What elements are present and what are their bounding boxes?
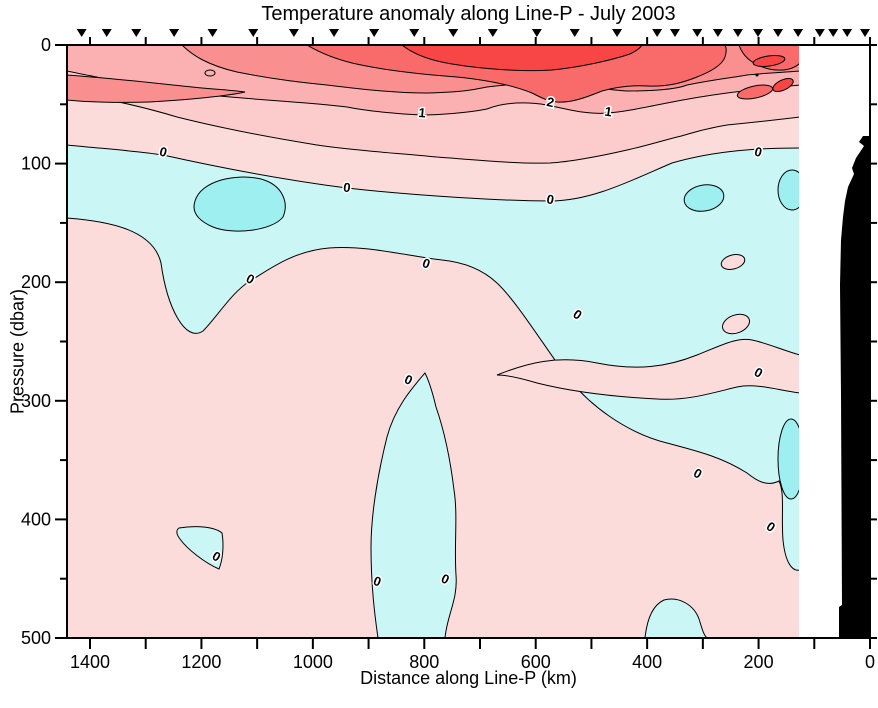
x-tick-label: 400 [632, 652, 662, 672]
station-marker-icon [101, 29, 112, 37]
station-marker-icon [448, 29, 459, 37]
station-marker-icon [487, 29, 498, 37]
station-marker-icon [828, 29, 839, 37]
station-marker-icon [612, 29, 623, 37]
station-marker-icon [169, 29, 180, 37]
contour-band-25-lens-1 [752, 55, 786, 67]
contour-band-neg-main [68, 144, 799, 571]
station-marker-icon [131, 29, 142, 37]
contour-band-neg-blob-left [176, 526, 224, 570]
station-marker-icon [753, 29, 764, 37]
y-tick-label: 400 [21, 509, 51, 529]
y-tick-label: 100 [21, 154, 51, 174]
x-tick-label: 800 [409, 652, 439, 672]
station-marker-icon [692, 29, 703, 37]
station-marker-icon [859, 29, 870, 37]
station-marker-icon [76, 29, 87, 37]
station-marker-icon [288, 29, 299, 37]
station-marker-icon [652, 29, 663, 37]
contour-band-neg2-edge-lower [777, 418, 799, 500]
y-tick-label: 200 [21, 272, 51, 292]
contour-band-neg-bottom-bump [644, 598, 707, 637]
station-marker-icon [329, 29, 340, 37]
station-marker-icon [248, 29, 259, 37]
station-marker-icon [670, 29, 680, 37]
x-tick-label: 600 [521, 652, 551, 672]
x-tick-label: 1200 [181, 652, 221, 672]
bathymetry-silhouette [839, 136, 870, 638]
contour-band-15-left-tongue [68, 74, 246, 103]
contour-band-neg2-left [193, 176, 286, 232]
contour-pink-island-2 [721, 313, 751, 335]
x-tick-label: 1000 [293, 652, 333, 672]
x-tick-label: 0 [865, 652, 875, 672]
station-marker-icon [793, 29, 804, 37]
contour-band-neg2-mid [683, 184, 725, 212]
axis-tick-labels: 1400 1200 1000 800 600 400 200 0 0 100 200 300 400 50… [21, 35, 875, 672]
contour-dot-small [755, 73, 759, 77]
station-marker-icon [207, 29, 218, 37]
y-tick-label: 300 [21, 391, 51, 411]
station-marker-icon [842, 29, 853, 37]
station-marker-icon [569, 29, 580, 37]
contour-pink-bridge [496, 338, 799, 400]
x-tick-label: 200 [744, 652, 774, 672]
station-marker-icon [712, 29, 723, 37]
x-axis-label: Distance along Line-P (km) [360, 668, 577, 688]
station-marker-icon [773, 29, 784, 37]
contour-value-label: 1 [418, 105, 427, 121]
station-marker-icon [369, 29, 380, 37]
contour-band-25-core [402, 46, 642, 72]
station-marker-icon [814, 29, 825, 37]
chart-title: Temperature anomaly along Line-P - July … [261, 3, 676, 25]
contour-band-2-25 [307, 46, 727, 103]
station-marker-icon [409, 29, 420, 37]
contour-field [68, 46, 799, 637]
contour-band-neg-tongue [370, 372, 457, 637]
x-tick-label: 1400 [70, 652, 110, 672]
station-marker-icon [732, 29, 743, 37]
y-tick-label: 500 [21, 628, 51, 648]
contour-band-25-lens-2 [772, 78, 794, 92]
contour-band-neg2-edge-upper [777, 169, 799, 211]
station-marker-icon [531, 29, 542, 37]
bathymetry [839, 136, 870, 638]
y-tick-label: 0 [41, 35, 51, 55]
station-markers [76, 29, 870, 37]
contour-ring-small [204, 69, 216, 77]
contour-pink-island-1 [720, 254, 746, 270]
axis-ticks [55, 37, 877, 649]
